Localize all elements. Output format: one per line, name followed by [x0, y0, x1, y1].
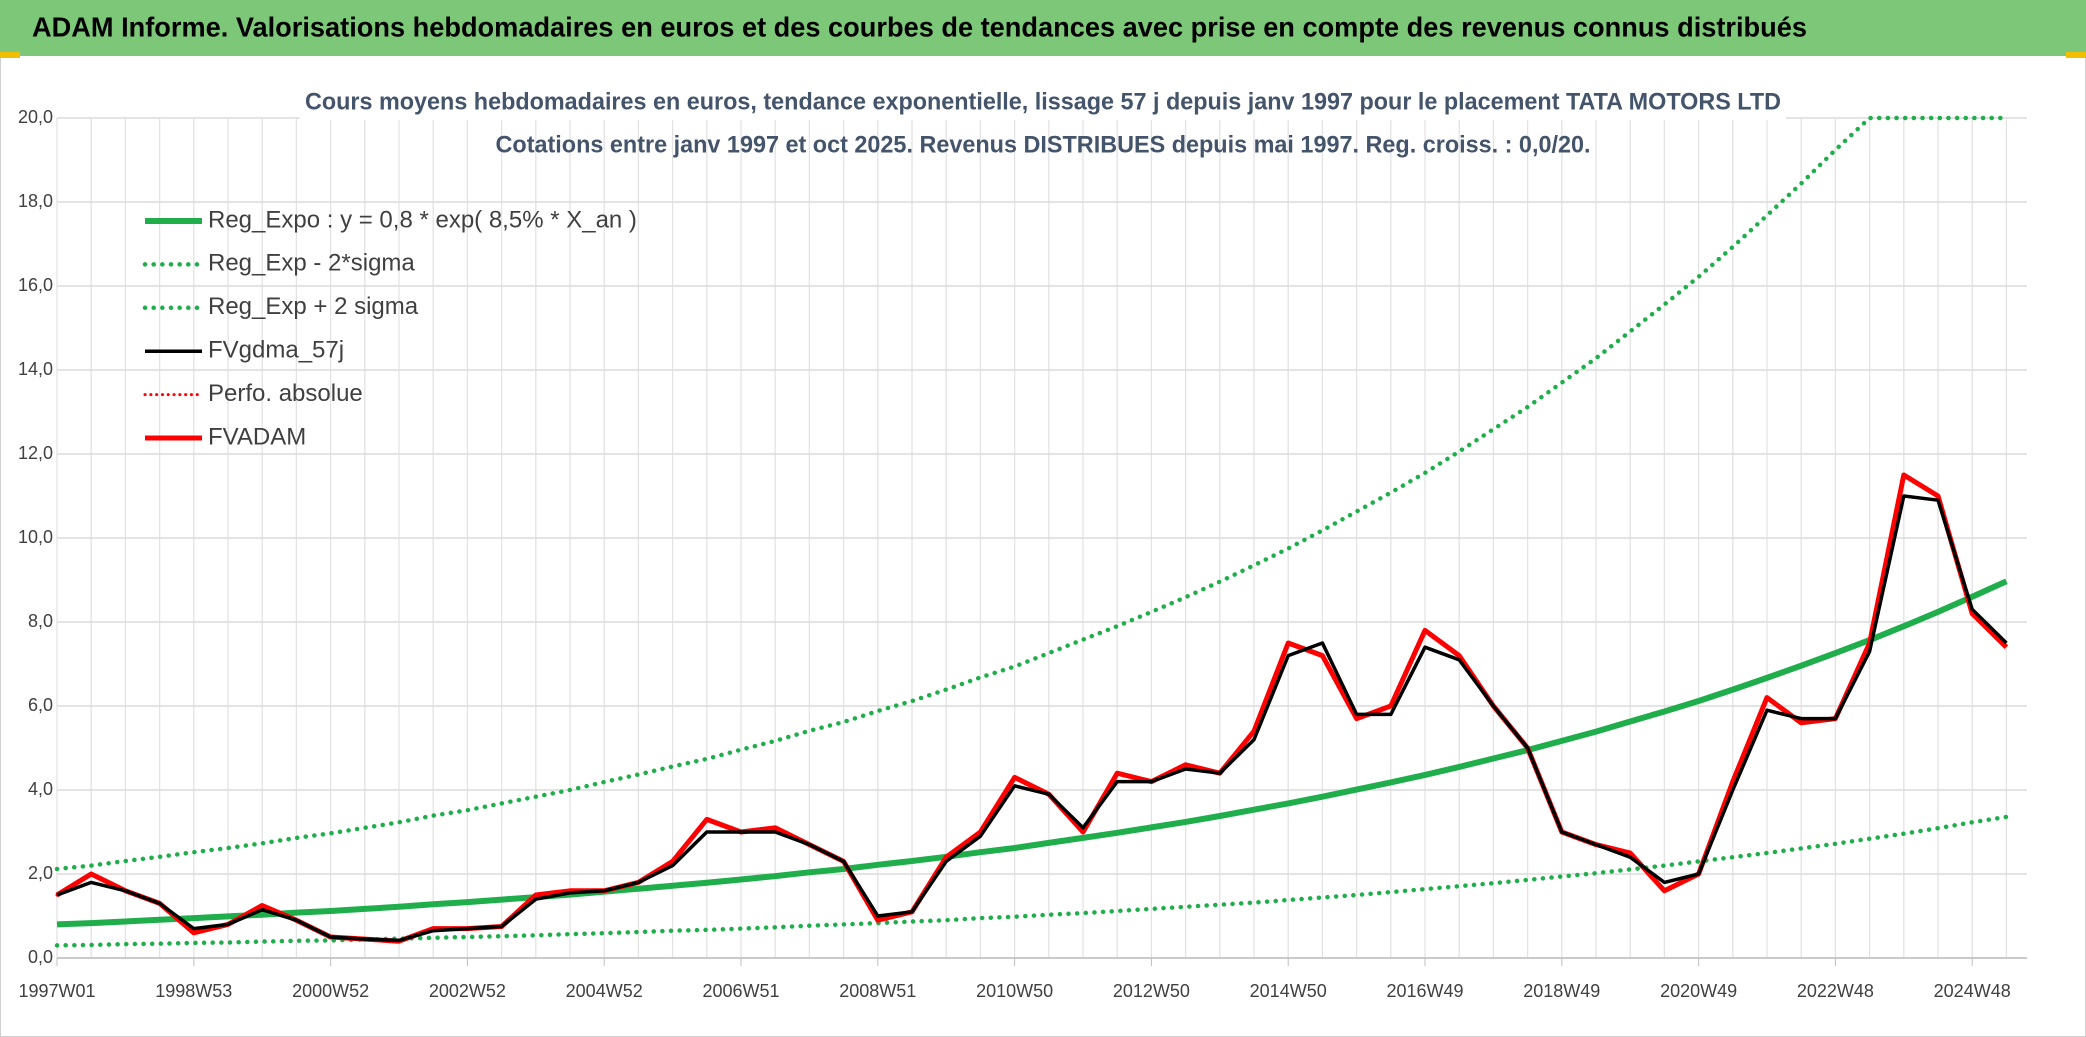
- y-tick-label: 8,0: [28, 611, 53, 631]
- x-tick-label: 2006W51: [702, 981, 779, 1001]
- header-band: [0, 0, 2086, 56]
- series-line: [54, 115, 2009, 872]
- y-tick-label: 6,0: [28, 695, 53, 715]
- x-tick-label: 2018W49: [1523, 981, 1600, 1001]
- x-tick-label: 2022W48: [1797, 981, 1874, 1001]
- x-tick-label: 2012W50: [1113, 981, 1190, 1001]
- x-tick-label: 2000W52: [292, 981, 369, 1001]
- corner: [0, 52, 20, 58]
- legend: Reg_Expo : y = 0,8 * exp( 8,5% * X_an ) R…: [142, 206, 637, 450]
- title-bg: [300, 86, 1786, 120]
- x-tick-label: 1997W01: [18, 981, 95, 1001]
- y-tick-label: 18,0: [18, 191, 53, 211]
- chart-title: Cours moyens hebdomadaires en euros, ten…: [305, 88, 1781, 115]
- x-tick-label: 2014W50: [1250, 981, 1327, 1001]
- x-tick-label: 2010W50: [976, 981, 1053, 1001]
- y-tick-label: 14,0: [18, 359, 53, 379]
- chart-subtitle: Cotations entre janv 1997 et oct 2025. R…: [496, 131, 1591, 158]
- y-tick-label: 20,0: [18, 107, 53, 127]
- x-tick-label: 2002W52: [429, 981, 506, 1001]
- y-tick-label: 2,0: [28, 863, 53, 883]
- x-tick-label: 2024W48: [1934, 981, 2011, 1001]
- x-tick-label: 1998W53: [155, 981, 232, 1001]
- legend-label: Reg_Exp - 2*sigma: [208, 250, 415, 277]
- x-tick-label: 2004W52: [566, 981, 643, 1001]
- legend-label: FVADAM: [208, 423, 306, 450]
- corner: [2066, 52, 2086, 58]
- legend-label: Perfo. absolue: [208, 380, 363, 407]
- y-tick-label: 4,0: [28, 779, 53, 799]
- y-tick-label: 12,0: [18, 443, 53, 463]
- legend-label: Reg_Exp + 2 sigma: [208, 293, 419, 320]
- x-tick-label: 2008W51: [839, 981, 916, 1001]
- legend-label: Reg_Expo : y = 0,8 * exp( 8,5% * X_an ): [208, 206, 637, 233]
- series-line: [56, 578, 2008, 928]
- x-tick-label: 2016W49: [1386, 981, 1463, 1001]
- y-tick-label: 10,0: [18, 527, 53, 547]
- y-tick-label: 0,0: [28, 947, 53, 967]
- x-tick-label: 2020W49: [1660, 981, 1737, 1001]
- series-line: [54, 814, 2009, 948]
- series-line: [56, 494, 2008, 943]
- plot-area: 0,0 2,0 4,0 6,0 8,0 10,0 12,0 14,0 16,0 18,0 20,0 1…: [18, 107, 2027, 1001]
- legend-label: FVgdma_57j: [208, 337, 344, 364]
- y-tick-label: 16,0: [18, 275, 53, 295]
- header-title: ADAM Informe. Valorisations hebdomadaire…: [32, 11, 1807, 42]
